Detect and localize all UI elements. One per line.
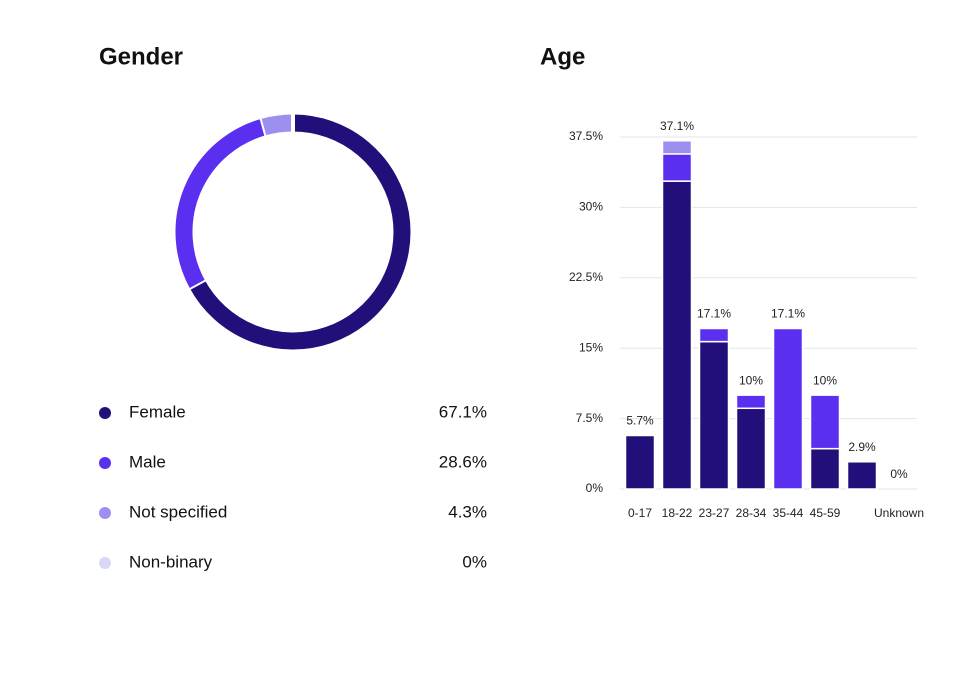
bar-total-label: 5.7% <box>626 414 654 428</box>
y-tick-label: 37.5% <box>569 129 603 143</box>
chart-title: Age <box>540 43 585 70</box>
x-tick-label: 0-17 <box>628 506 652 520</box>
bar-segment <box>698 327 730 343</box>
bar-segment <box>661 180 693 490</box>
y-tick-label: 15% <box>579 340 603 354</box>
y-tick-label: 30% <box>579 200 603 214</box>
legend-label: Non-binary <box>129 552 213 571</box>
legend-label: Male <box>129 452 166 471</box>
legend-value: 67.1% <box>439 402 487 421</box>
donut-segment <box>261 114 294 136</box>
donut-segment <box>189 114 411 350</box>
bar-total-label: 10% <box>813 373 837 387</box>
x-tick-label: 35-44 <box>773 506 804 520</box>
bar-segment <box>735 394 767 410</box>
bar-total-label: 2.9% <box>848 440 876 454</box>
legend-dot <box>99 407 111 419</box>
bar-total-label: 0% <box>890 467 908 481</box>
x-tick-label: 45-59 <box>810 506 841 520</box>
bar-total-label: 17.1% <box>771 307 805 321</box>
bar-segment <box>809 394 841 450</box>
y-tick-label: 7.5% <box>576 411 604 425</box>
bar-total-label: 17.1% <box>697 307 731 321</box>
legend-dot <box>99 507 111 519</box>
bar-segment <box>661 140 693 155</box>
bar-segment <box>698 340 730 490</box>
y-tick-label: 22.5% <box>569 270 603 284</box>
legend-label: Female <box>129 402 186 421</box>
legend-value: 4.3% <box>448 502 487 521</box>
legend-value: 0% <box>462 552 487 571</box>
legend-dot <box>99 457 111 469</box>
bar-segment <box>661 153 693 182</box>
bar-total-label: 37.1% <box>660 119 694 133</box>
legend-dot <box>99 557 111 569</box>
x-tick-label: Unknown <box>874 506 924 520</box>
chart-title: Gender <box>99 43 183 70</box>
bar-segment <box>846 461 878 490</box>
y-tick-label: 0% <box>586 481 604 495</box>
donut-segment <box>175 118 267 288</box>
bar-total-label: 10% <box>739 373 763 387</box>
bar-segment <box>809 447 841 490</box>
legend-value: 28.6% <box>439 452 487 471</box>
bar-segment <box>772 327 804 490</box>
x-tick-label: 28-34 <box>736 506 767 520</box>
x-tick-label: 23-27 <box>699 506 730 520</box>
bar-segment <box>735 407 767 490</box>
legend-label: Not specified <box>129 502 227 521</box>
bar-segment <box>624 434 656 490</box>
x-tick-label: 18-22 <box>662 506 693 520</box>
